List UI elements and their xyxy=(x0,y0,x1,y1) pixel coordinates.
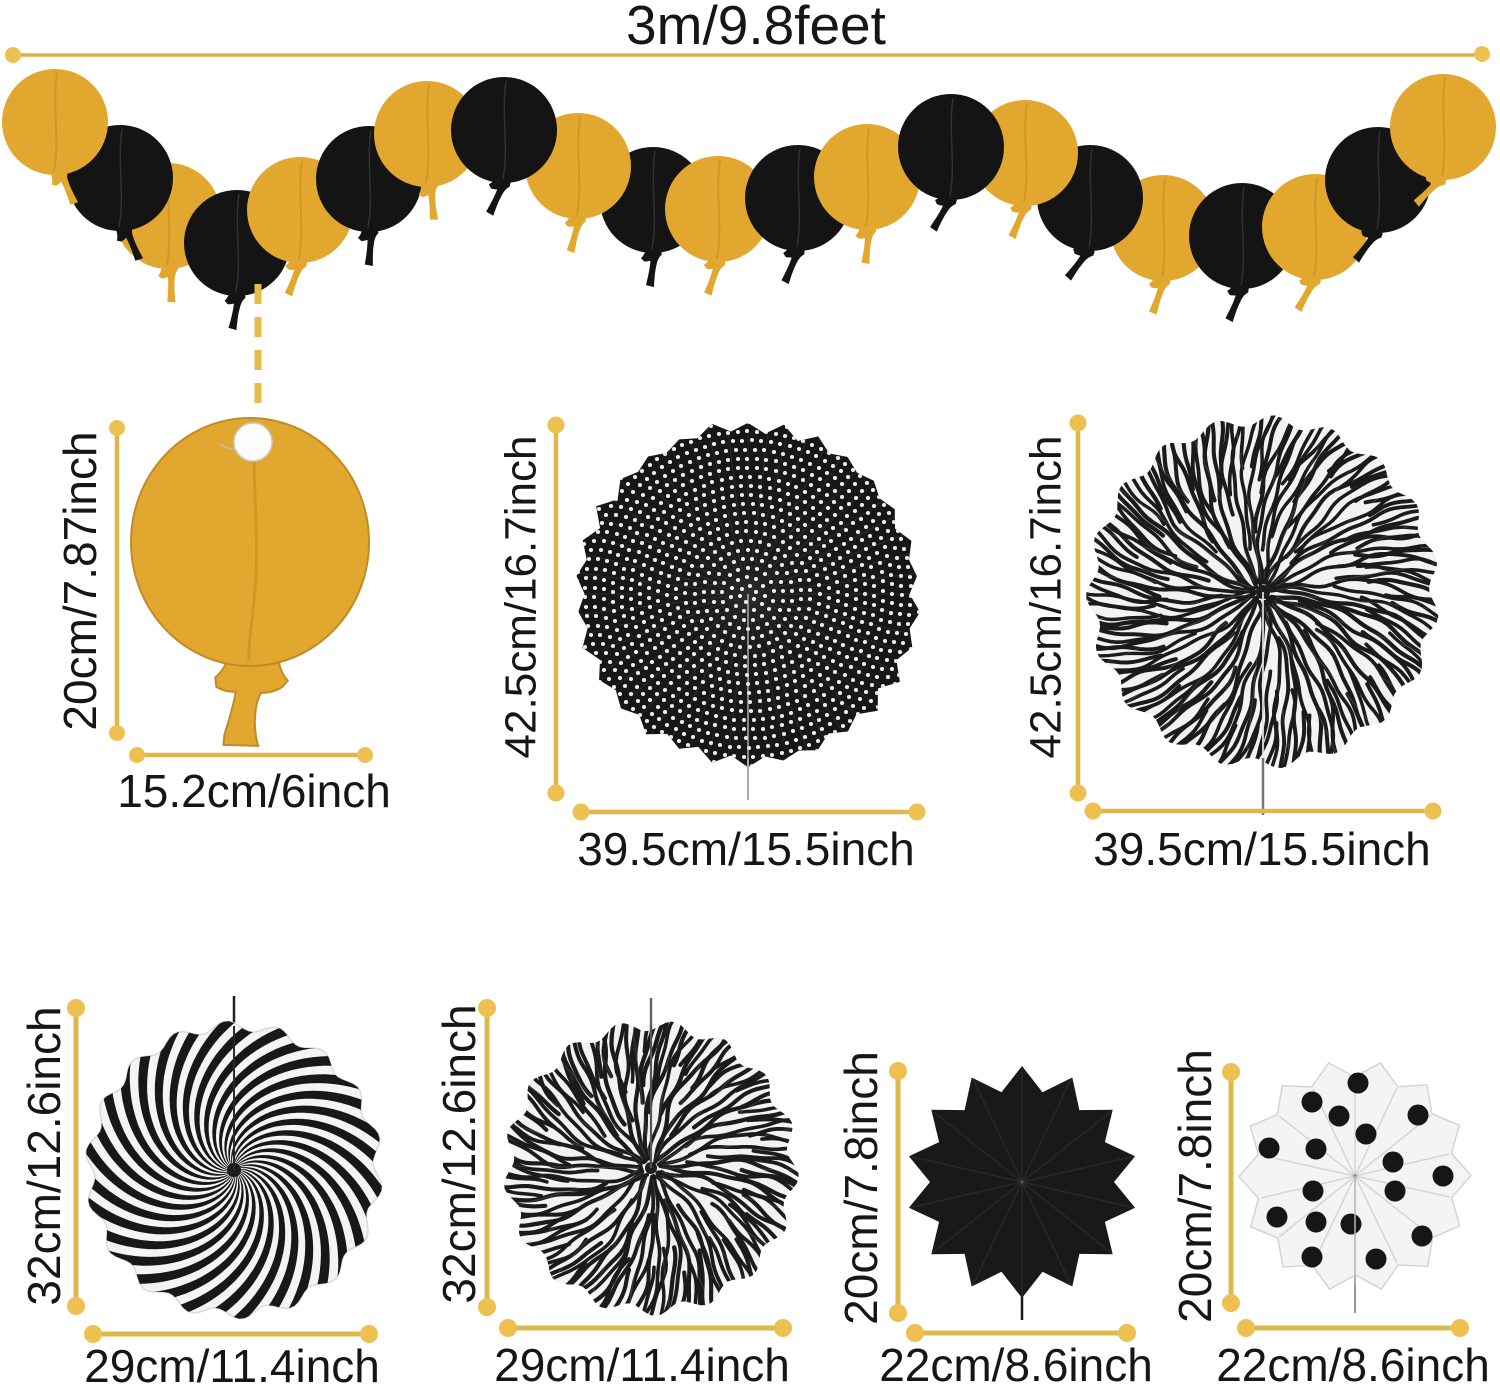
svg-text:29cm/11.4inch: 29cm/11.4inch xyxy=(84,1340,380,1385)
svg-text:20cm/7.87inch: 20cm/7.87inch xyxy=(54,431,106,730)
svg-text:42.5cm/16.7inch: 42.5cm/16.7inch xyxy=(497,436,546,759)
svg-text:20cm/7.8inch: 20cm/7.8inch xyxy=(835,1051,887,1325)
svg-text:32cm/12.6inch: 32cm/12.6inch xyxy=(433,1004,485,1303)
svg-text:22cm/8.6inch: 22cm/8.6inch xyxy=(1216,1339,1490,1385)
svg-text:32cm/12.6inch: 32cm/12.6inch xyxy=(18,1006,70,1305)
svg-text:29cm/11.4inch: 29cm/11.4inch xyxy=(494,1339,790,1385)
svg-text:3m/9.8feet: 3m/9.8feet xyxy=(626,0,886,56)
svg-text:39.5cm/15.5inch: 39.5cm/15.5inch xyxy=(1093,823,1431,875)
svg-text:42.5cm/16.7inch: 42.5cm/16.7inch xyxy=(1022,436,1071,759)
svg-text:20cm/7.8inch: 20cm/7.8inch xyxy=(1169,1049,1221,1323)
svg-text:39.5cm/15.5inch: 39.5cm/15.5inch xyxy=(577,823,915,875)
svg-text:22cm/8.6inch: 22cm/8.6inch xyxy=(879,1339,1153,1385)
svg-text:15.2cm/6inch: 15.2cm/6inch xyxy=(117,765,391,817)
